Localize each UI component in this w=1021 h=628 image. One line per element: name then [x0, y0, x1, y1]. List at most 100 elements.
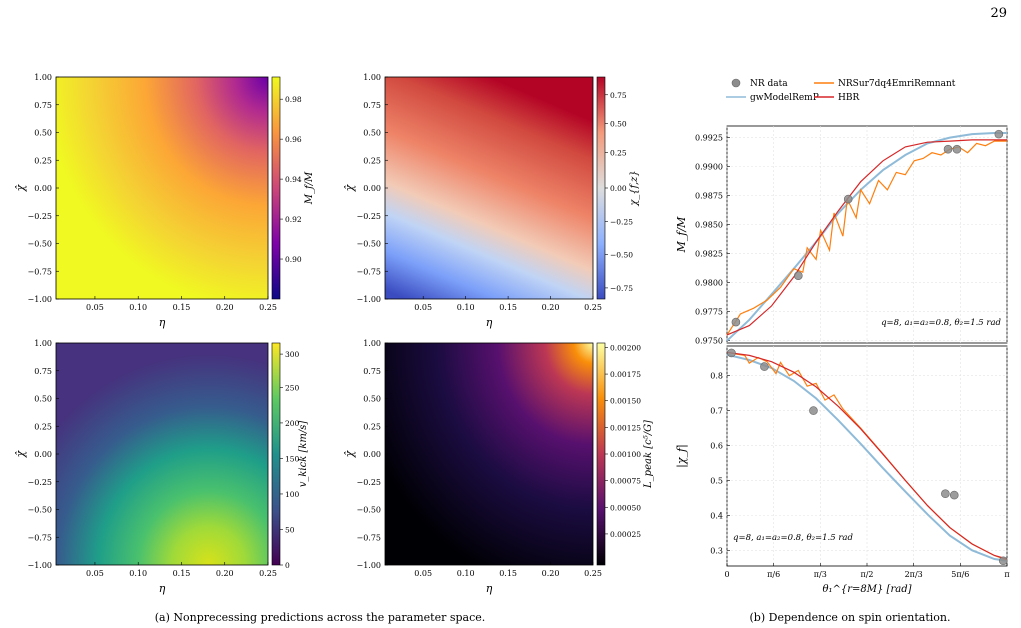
y-tick-label: 1.00	[363, 73, 381, 82]
x-tick-label: 0.25	[584, 569, 602, 578]
x-tick-label: 0.15	[499, 303, 517, 312]
nr-data-point	[943, 144, 953, 154]
x-axis-label: η	[486, 582, 493, 595]
spin-orientation-panels: NR data NRSur7dq4EmriRemnant gwModelRemP HB…	[675, 78, 1010, 595]
legend-item: gwModelRemP	[726, 93, 819, 103]
y-tick-label: 0.75	[363, 101, 381, 110]
x-tick-label: 0.05	[86, 569, 104, 578]
series-line-gwmodelremp	[726, 353, 1008, 562]
annotation: q=8, a₁=a₂=0.8, θ₂=1.5 rad	[733, 533, 853, 543]
y-tick-label: 1.00	[34, 73, 52, 82]
y-tick-label: 0.50	[34, 129, 52, 138]
heatmap-panel-kick: 1.00 0.75 0.50 0.25 0.00 −0.25 −0.50 −0.75 −1.00…	[14, 339, 309, 595]
y-tick-label: 0.25	[363, 422, 381, 431]
legend-item: NRSur7dq4EmriRemnant	[814, 79, 956, 89]
y-tick-label: 0.9900	[695, 163, 723, 172]
y-tick-label: 0.9925	[695, 134, 723, 143]
x-tick-label: 0.05	[414, 303, 432, 312]
caption-a: (a) Nonprecessing predictions across the…	[154, 611, 486, 624]
colorbar-tick-label: 150	[285, 454, 300, 463]
nr-data-point	[843, 194, 853, 204]
colorbar-tick-label: 0.25	[610, 148, 627, 157]
colorbar-tick-label: 0	[285, 561, 290, 570]
page-number: 29	[990, 6, 1007, 21]
colorbar-lpeak	[596, 342, 606, 566]
y-tick-label: 0.9775	[695, 308, 723, 317]
heatmap-panel-mass: 1.00 0.75 0.50 0.25 0.00 −0.25 −0.50 −0.75 −1.00…	[14, 73, 315, 329]
y-tick-label: 0.50	[34, 395, 52, 404]
y-tick-label: 0.25	[34, 422, 52, 431]
y-tick-label: −0.75	[356, 267, 381, 276]
y-tick-label: −0.50	[356, 506, 381, 515]
colorbar-tick-label: 0.92	[285, 215, 302, 224]
colorbar-tick-label: −0.25	[610, 217, 633, 226]
y-tick-label: 0.00	[363, 184, 381, 193]
x-tick-label: π/3	[814, 570, 827, 579]
x-tick-label: 0.20	[542, 569, 560, 578]
y-tick-label: 0.00	[34, 184, 52, 193]
colorbar-tick-label: 0.00125	[610, 423, 641, 432]
nr-data-point	[998, 556, 1008, 566]
y-tick-label: 0.75	[363, 367, 381, 376]
nr-data-point	[727, 348, 736, 358]
heatmap-spin	[384, 76, 594, 300]
heatmap-mass	[55, 76, 269, 300]
y-tick-label: −0.75	[27, 267, 52, 276]
colorbar-tick-label: 0.96	[285, 135, 302, 144]
y-tick-label: −0.50	[27, 240, 52, 249]
y-tick-label: 0.00	[363, 450, 381, 459]
colorbar-label: χ_{f,z}	[629, 170, 640, 207]
colorbar-tick-label: 50	[285, 525, 295, 534]
y-tick-label: 0.4	[710, 511, 723, 520]
y-tick-label: 1.00	[34, 339, 52, 348]
nr-data-point	[794, 271, 803, 280]
x-tick-label: 0.15	[499, 569, 517, 578]
x-tick-label: 0.20	[216, 569, 234, 578]
nr-data-point	[809, 406, 818, 415]
x-tick-label: π/6	[767, 570, 780, 579]
y-axis-label: |χ_f|	[675, 444, 689, 468]
nr-data-point	[731, 317, 741, 327]
colorbar-tick-label: 0.50	[610, 120, 627, 129]
x-tick-label: 0.05	[414, 569, 432, 578]
y-tick-label: −1.00	[27, 295, 52, 304]
y-tick-label: −1.00	[356, 295, 381, 304]
y-tick-label: 0.00	[34, 450, 52, 459]
y-tick-label: −1.00	[356, 561, 381, 570]
colorbar-tick-label: 0.00100	[610, 450, 641, 459]
y-axis-label: χ̂	[14, 449, 27, 458]
y-tick-label: 0.9850	[695, 221, 723, 230]
series-line-hbr	[726, 139, 1007, 336]
heatmap-panel-spin: 1.00 0.75 0.50 0.25 0.00 −0.25 −0.50 −0.75 −1.00…	[343, 73, 640, 329]
x-tick-label: 0.25	[584, 303, 602, 312]
colorbar-tick-label: 0.00200	[610, 343, 641, 352]
x-tick-label: 0	[724, 570, 729, 579]
heatmap-panels: 1.00 0.75 0.50 0.25 0.00 −0.25 −0.50 −0.75 −1.00…	[14, 73, 654, 595]
x-tick-label: 0.15	[173, 569, 191, 578]
series-line-hbr	[726, 351, 1008, 560]
line-chart-spin-magnitude: 0.8 0.7 0.6 0.5 0.4 0.3 |χ_f| q=8, a₁=a₂=0.8, θ…	[675, 345, 1010, 595]
nr-data-point	[949, 490, 959, 500]
x-tick-label: 0.10	[457, 569, 475, 578]
y-axis-label: χ̂	[343, 183, 356, 192]
legend-label: HBR	[838, 93, 859, 103]
nr-data-point	[994, 129, 1004, 139]
y-tick-label: −0.25	[27, 478, 52, 487]
x-tick-label: 0.25	[259, 569, 277, 578]
legend-item: NR data	[731, 78, 788, 89]
y-axis-label: M_f/M	[675, 216, 688, 254]
y-axis-label: χ̂	[343, 449, 356, 458]
x-axis-label: θ₁^{r=8M} [rad]	[822, 584, 911, 595]
line-chart-mass: 0.9925 0.9900 0.9875 0.9850 0.9825 0.9800 0.97…	[675, 125, 1008, 346]
colorbar-label: v_kick [km/s]	[298, 421, 309, 488]
x-tick-label: π	[1004, 570, 1009, 579]
legend-label: NR data	[750, 79, 788, 89]
colorbar-tick-label: 250	[285, 383, 300, 392]
y-tick-label: 0.6	[710, 442, 723, 451]
legend-marker-circle	[731, 78, 741, 88]
x-tick-label: 2π/3	[905, 570, 923, 579]
colorbar-mass	[271, 76, 281, 300]
colorbar-tick-label: 0.00150	[610, 397, 641, 406]
y-tick-label: 0.5	[710, 476, 723, 485]
legend: NR data NRSur7dq4EmriRemnant gwModelRemP HB…	[726, 78, 956, 103]
